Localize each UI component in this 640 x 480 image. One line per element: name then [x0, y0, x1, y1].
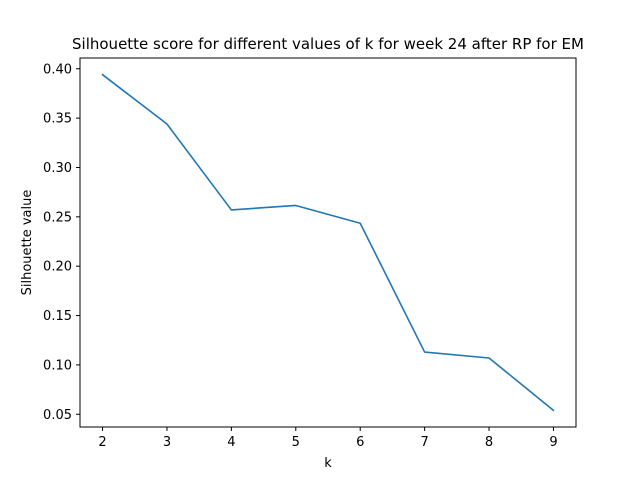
y-axis-label: Silhouette value: [20, 190, 35, 296]
x-tick-label: 6: [356, 435, 364, 450]
y-tick-label: 0.35: [43, 112, 72, 127]
series-line-0: [101, 73, 555, 412]
y-tick-label: 0.05: [43, 408, 72, 423]
y-axis: 0.05 0.10 0.15 0.20 0.25 0.30 0.35 0.40: [43, 62, 80, 423]
x-tick-label: 2: [98, 435, 106, 450]
y-tick-label: 0.20: [43, 260, 72, 275]
x-tick-label: 3: [163, 435, 171, 450]
plot-area-frame: [79, 57, 577, 428]
x-tick-label: 7: [420, 435, 428, 450]
chart-title: Silhouette score for different values of…: [72, 35, 584, 53]
x-tick-label: 8: [485, 435, 493, 450]
series-group: [101, 73, 555, 412]
y-tick-label: 0.25: [43, 210, 72, 225]
y-tick-label: 0.10: [43, 358, 72, 373]
x-axis-label: k: [324, 456, 332, 471]
x-tick-label: 9: [549, 435, 557, 450]
y-tick-label: 0.15: [43, 309, 72, 324]
x-tick-label: 4: [227, 435, 235, 450]
x-axis: 2 3 4 5 6 7 8 9: [98, 427, 558, 450]
y-tick-label: 0.40: [43, 62, 72, 77]
y-tick-label: 0.30: [43, 161, 72, 176]
x-tick-label: 5: [292, 435, 300, 450]
